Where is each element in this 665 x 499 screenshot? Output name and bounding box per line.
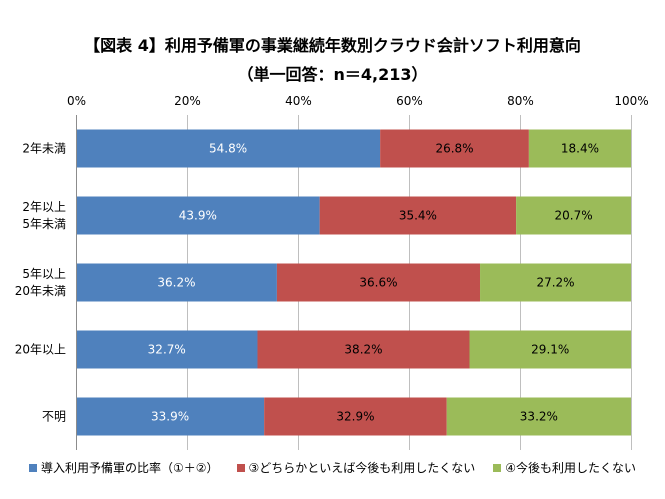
data-label: 26.8%	[435, 142, 473, 156]
data-label: 36.6%	[359, 276, 397, 290]
category-label: 2年以上	[22, 200, 66, 214]
data-label: 29.1%	[531, 343, 569, 357]
legend-label: 導入利用予備軍の比率（①＋②）	[40, 461, 219, 475]
chart-title: 【図表 4】利用予備軍の事業継続年数別クラウド会計ソフト利用意向	[84, 36, 581, 55]
legend-swatch	[493, 463, 502, 472]
x-tick-label: 40%	[285, 94, 312, 108]
category-label: 20年未満	[15, 284, 66, 298]
category-label: 不明	[42, 410, 66, 424]
category-label: 5年以上	[22, 267, 66, 281]
data-label: 35.4%	[399, 209, 437, 223]
bar-segment	[264, 397, 447, 436]
legend-item: 導入利用予備軍の比率（①＋②）	[28, 459, 219, 476]
data-label: 32.9%	[336, 410, 374, 424]
bar-segment	[469, 330, 631, 369]
data-label: 43.9%	[179, 209, 217, 223]
x-tick-label: 100%	[614, 94, 648, 108]
legend: 導入利用予備軍の比率（①＋②） ③どちらかといえば今後も利用したくない ④今後も利用…	[0, 459, 665, 476]
chart-subtitle: （単一回答：n＝4,213）	[237, 65, 428, 84]
data-label: 54.8%	[209, 142, 247, 156]
legend-swatch	[236, 463, 245, 472]
bar-segment	[76, 196, 320, 235]
bar-segment	[76, 397, 265, 436]
legend-item: ④今後も利用したくない	[493, 459, 636, 476]
bar-segment	[257, 330, 470, 369]
bar-segment	[319, 196, 517, 235]
bar-segment	[480, 263, 631, 302]
legend-label: ④今後も利用したくない	[505, 461, 637, 475]
category-label: 2年未満	[22, 142, 66, 156]
x-tick-label: 80%	[507, 94, 534, 108]
x-tick-label: 0%	[67, 94, 86, 108]
bar-segment	[276, 263, 481, 302]
bar-segment	[446, 397, 631, 436]
data-label: 36.2%	[157, 276, 195, 290]
bar-segment	[76, 330, 258, 369]
legend-swatch	[28, 463, 37, 472]
category-label: 20年以上	[15, 343, 66, 357]
data-label: 33.9%	[151, 410, 189, 424]
data-label: 33.2%	[520, 410, 558, 424]
x-tick-label: 60%	[396, 94, 423, 108]
data-label: 18.4%	[561, 142, 599, 156]
bar-segment	[516, 196, 631, 235]
data-label: 38.2%	[344, 343, 382, 357]
x-tick-label: 20%	[174, 94, 201, 108]
data-label: 32.7%	[148, 343, 186, 357]
data-label: 27.2%	[536, 276, 574, 290]
category-label: 5年未満	[22, 217, 66, 231]
bar-segment	[76, 129, 381, 168]
bar-segment	[76, 263, 277, 302]
bar-segment	[380, 129, 529, 168]
legend-item: ③どちらかといえば今後も利用したくない	[236, 459, 476, 476]
bar-segment	[528, 129, 631, 168]
data-label: 20.7%	[554, 209, 592, 223]
legend-label: ③どちらかといえば今後も利用したくない	[248, 461, 476, 475]
